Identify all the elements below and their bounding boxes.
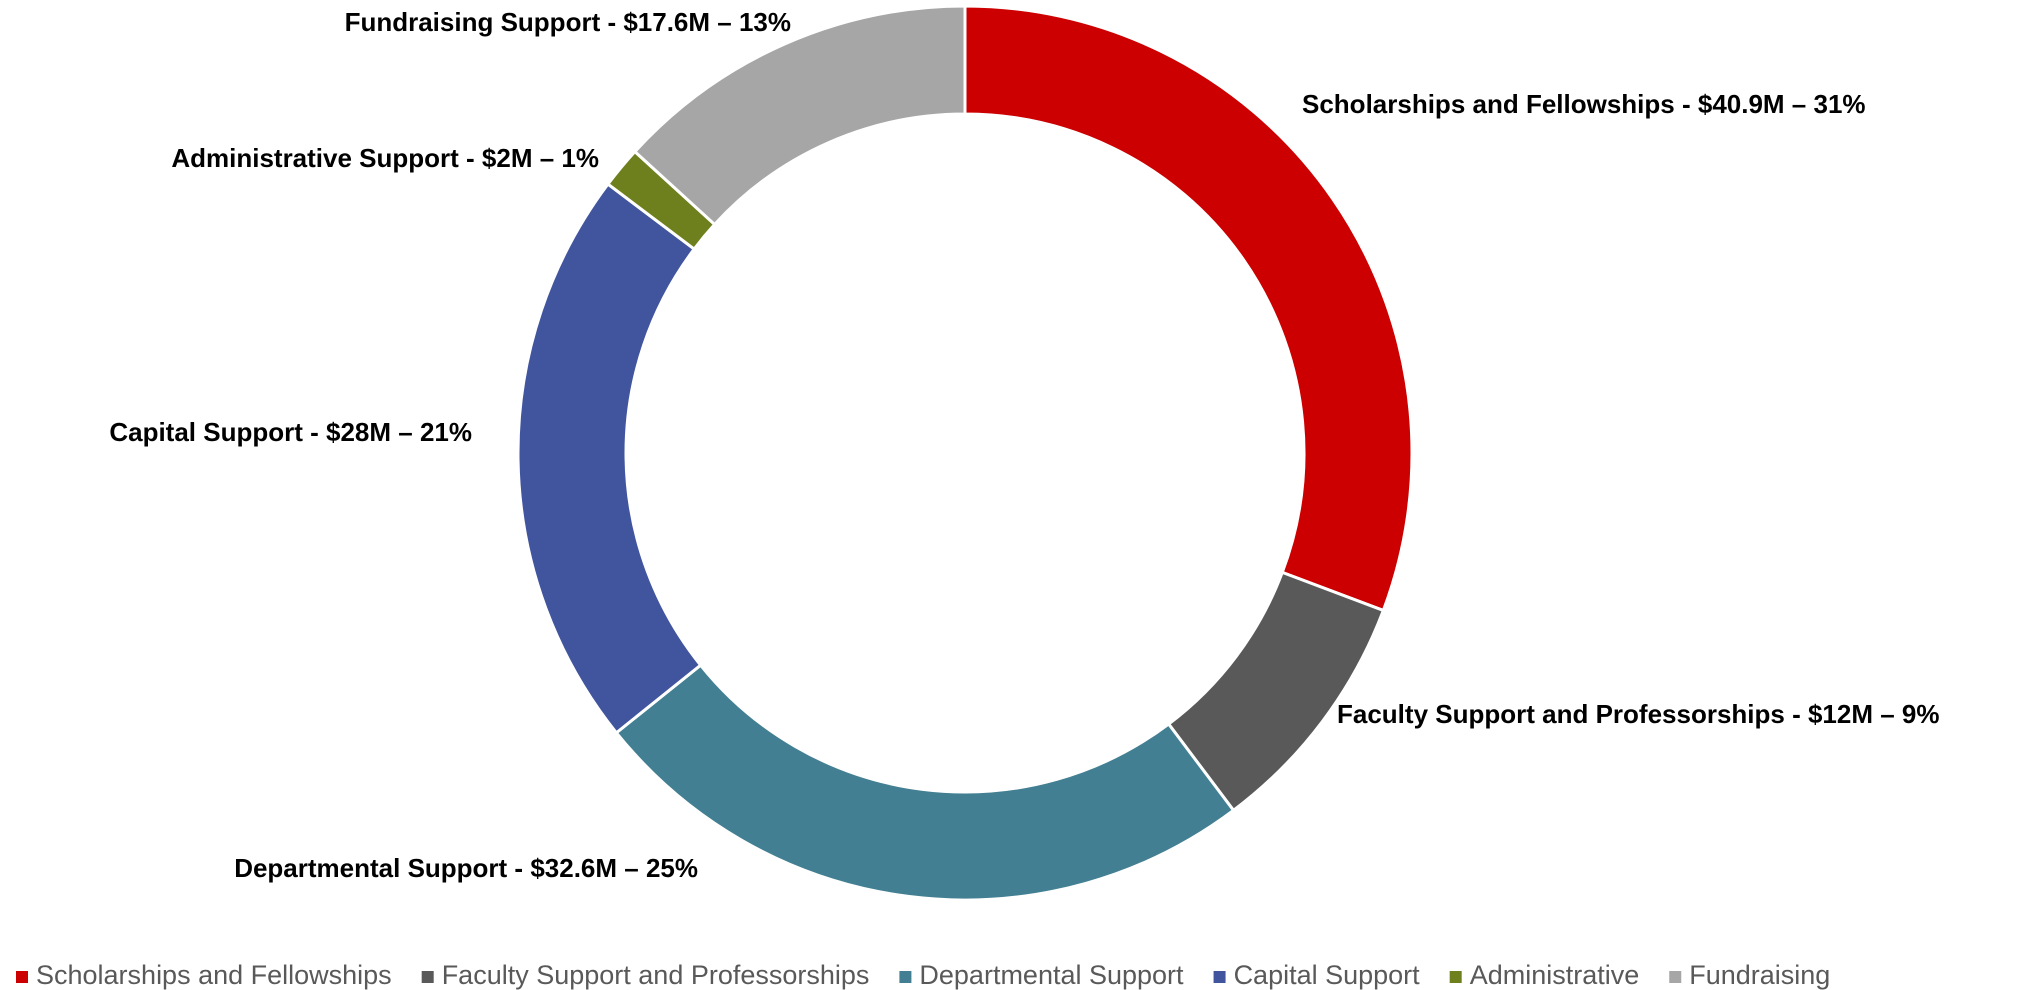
legend-swatch <box>1213 971 1226 983</box>
legend-label: Fundraising <box>1689 960 1830 990</box>
data-label: Departmental Support - $32.6M – 25% <box>234 853 698 883</box>
donut-slice <box>632 4 967 227</box>
legend-swatch <box>1449 971 1462 983</box>
legend-swatch <box>1669 971 1682 983</box>
legend-swatch <box>421 971 434 983</box>
data-label: Scholarships and Fellowships - $40.9M – … <box>1302 89 1866 119</box>
legend-swatch <box>16 971 28 983</box>
data-label: Administrative Support - $2M – 1% <box>171 143 599 173</box>
donut-slice <box>963 4 1414 613</box>
legend-swatch <box>899 971 912 983</box>
legend-label: Scholarships and Fellowships <box>36 960 392 990</box>
legend-label: Capital Support <box>1234 960 1421 990</box>
data-label: Capital Support - $28M – 21% <box>109 417 472 447</box>
legend-label: Departmental Support <box>919 960 1184 990</box>
data-label: Fundraising Support - $17.6M – 13% <box>345 7 791 37</box>
donut-slice <box>614 663 1236 902</box>
data-label: Faculty Support and Professorships - $12… <box>1337 699 1939 729</box>
donut-slice <box>516 181 703 735</box>
legend-label: Administrative <box>1470 960 1640 990</box>
legend-label: Faculty Support and Professorships <box>442 960 870 990</box>
